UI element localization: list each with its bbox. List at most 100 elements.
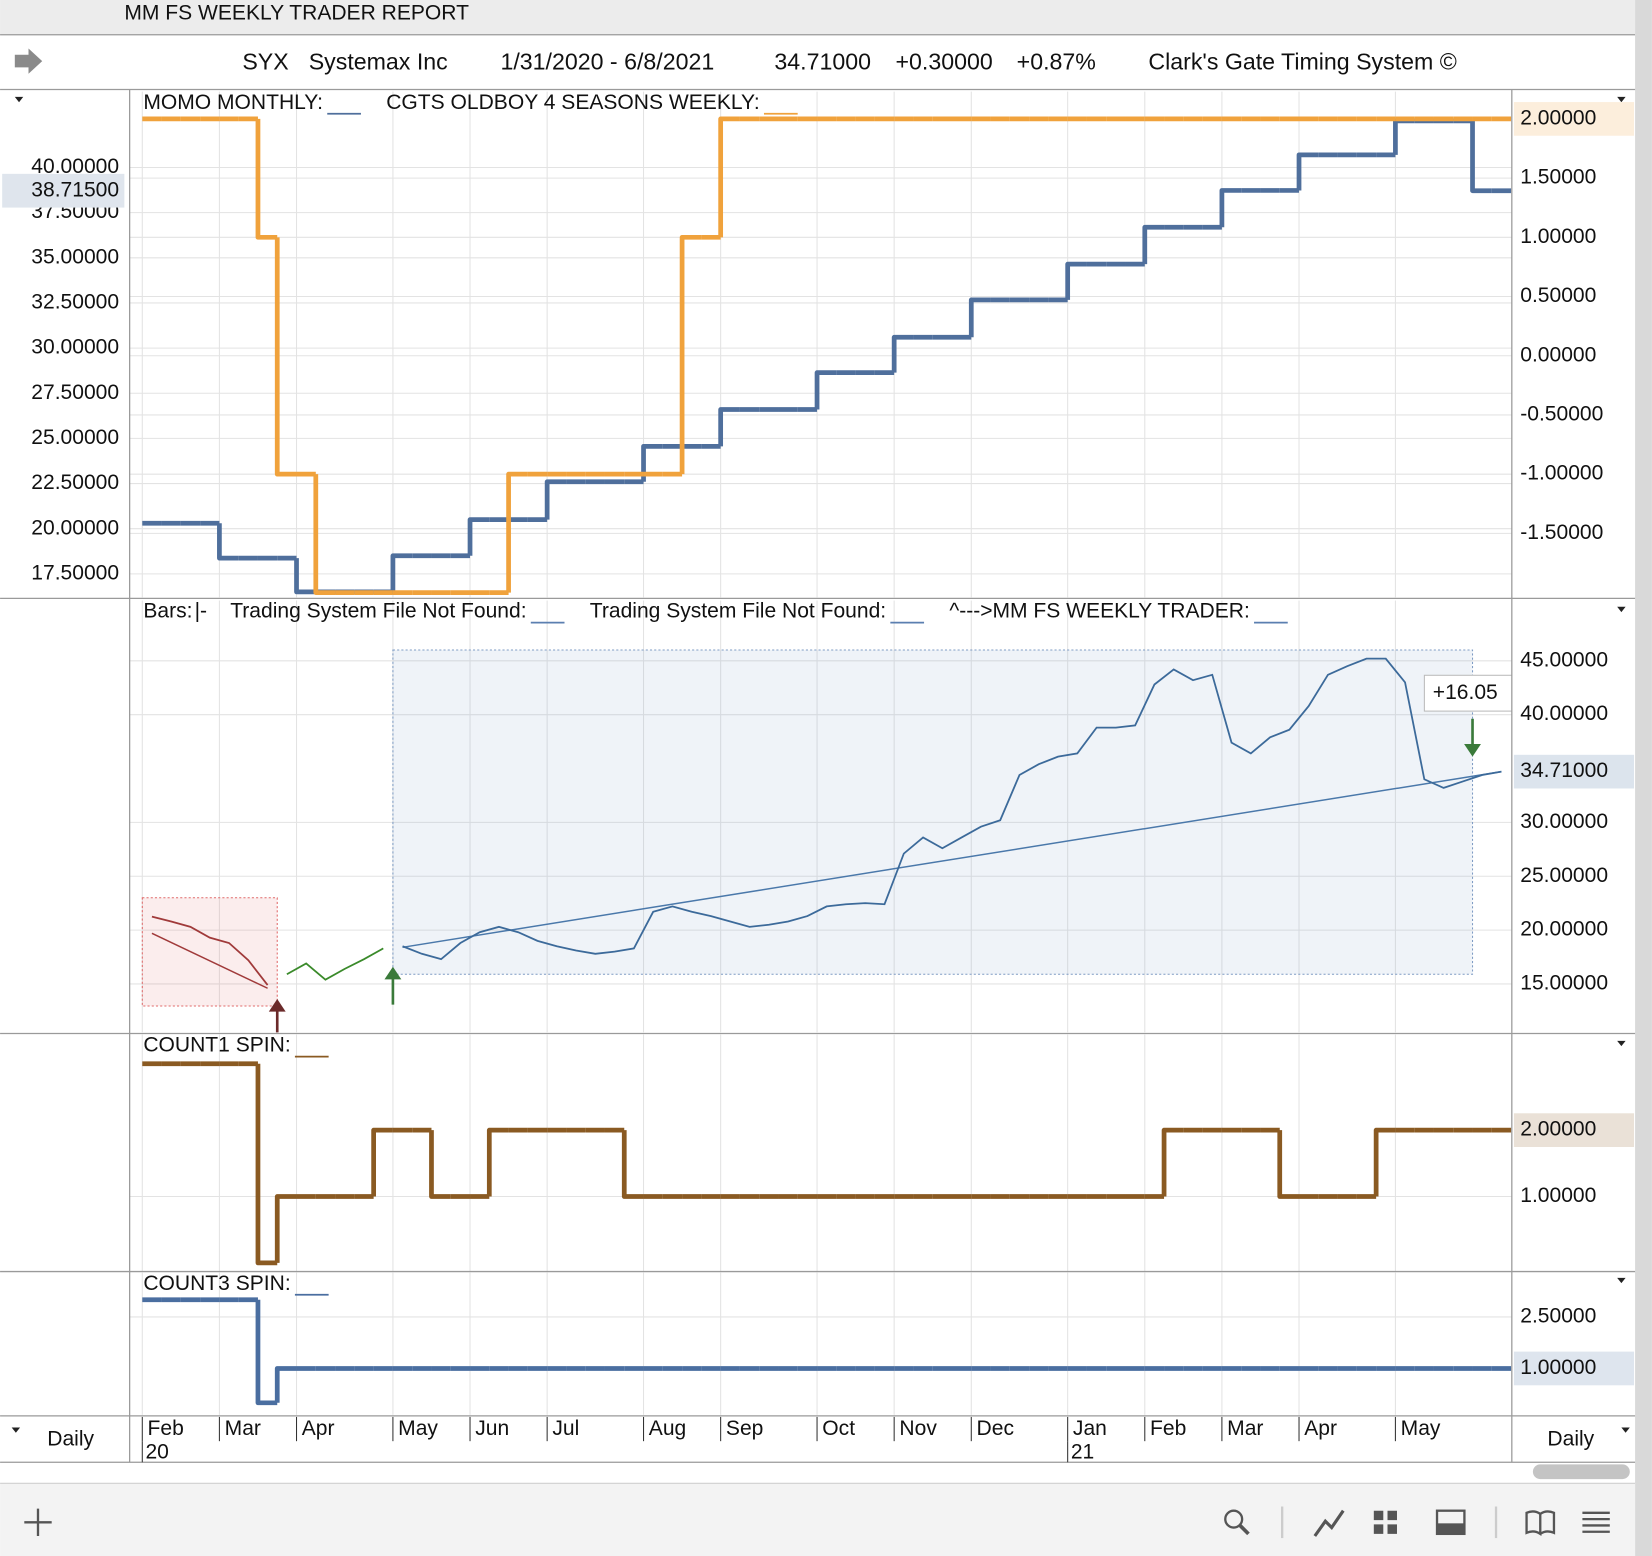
trend-line [402, 770, 1502, 949]
step-segment [390, 553, 413, 592]
pane-menu[interactable] [1617, 1277, 1626, 1284]
y-tick-label: 25.00000 [31, 426, 119, 449]
last-value-box [1513, 1351, 1635, 1386]
legend-label: MOMO MONTHLY: [143, 91, 323, 114]
legend-label: ^--->MM FS WEEKLY TRADER: [949, 600, 1249, 623]
step-segment [1219, 188, 1242, 228]
step-segment [1277, 1130, 1300, 1199]
range-box [392, 649, 1474, 975]
arrow-head [268, 999, 286, 1012]
price-line [286, 947, 384, 981]
step-segment [1296, 152, 1319, 191]
system-name: Clark's Gate Timing System © [1148, 48, 1456, 74]
list-icon[interactable] [1582, 1511, 1610, 1533]
step-segment [814, 370, 837, 410]
x-tick-label: Apr [302, 1417, 335, 1440]
period-menu[interactable] [11, 1427, 21, 1433]
arrow-head [1464, 744, 1481, 757]
step-segment [1373, 1127, 1396, 1197]
price-change: +0.30000 [896, 48, 993, 74]
title-bar [0, 0, 1636, 35]
step-segment [1065, 261, 1087, 300]
add-icon[interactable] [24, 1508, 52, 1536]
x-tick-label: Apr [1304, 1417, 1337, 1440]
x-tick-label: Oct [822, 1417, 855, 1440]
y-tick-label: 2.50000 [1520, 1304, 1596, 1327]
step-segment [891, 334, 914, 373]
search-handle [1238, 1524, 1250, 1536]
last-value-label: 38.71500 [31, 178, 119, 201]
chart-icon[interactable] [1313, 1509, 1345, 1537]
step-segment [255, 1299, 278, 1406]
price-change-pct: +0.87% [1017, 48, 1096, 74]
x-tick-label: Dec [977, 1417, 1014, 1440]
arrow-head [384, 966, 402, 980]
last-value-label: 2.00000 [1520, 1118, 1596, 1141]
pane-menu[interactable] [1617, 606, 1626, 613]
pane-menu[interactable] [1617, 96, 1626, 103]
pane-menu[interactable] [14, 96, 24, 103]
last-value-bg [1513, 754, 1635, 789]
toolbar [0, 1483, 1636, 1556]
last-value-box [1513, 754, 1635, 789]
step-segment [371, 1127, 393, 1197]
x-tick-label: Mar [1227, 1417, 1263, 1440]
y-tick-label: 22.50000 [31, 471, 119, 494]
book-icon[interactable] [1525, 1510, 1556, 1537]
step-segment [718, 116, 740, 238]
step-segment [255, 118, 278, 240]
pane-menu[interactable] [1617, 1040, 1626, 1047]
step-segment [217, 523, 239, 561]
signal-arrow [384, 966, 402, 1005]
step-segment [486, 1127, 509, 1197]
y-tick-label: -1.50000 [1520, 521, 1603, 544]
x-tick-label: Feb [1150, 1417, 1186, 1440]
grid-icon[interactable] [1373, 1510, 1397, 1534]
y-tick-label: 0.00000 [1520, 343, 1596, 366]
period-menu[interactable] [1621, 1427, 1630, 1433]
scrollbar[interactable] [1532, 1464, 1630, 1480]
range-box [141, 897, 278, 1007]
y-tick-label: 1.00000 [1520, 225, 1596, 248]
pane [142, 1297, 1512, 1406]
search-icon[interactable] [1224, 1509, 1244, 1529]
last-value-label: 2.00000 [1520, 106, 1596, 129]
x-tick-label: May [1401, 1417, 1441, 1440]
legend-label: Trading System File Not Found: [230, 600, 526, 623]
y-tick-label: 15.00000 [1520, 972, 1608, 995]
step-segment [1470, 120, 1492, 194]
period-left[interactable]: Daily [47, 1428, 94, 1451]
signal-arrow [268, 999, 286, 1033]
x-tick-label: Sep [726, 1417, 763, 1440]
x-tick-label: Mar [225, 1417, 261, 1440]
step-segment [313, 474, 336, 595]
signal-arrow [1464, 718, 1481, 757]
year-label: 20 [145, 1440, 168, 1463]
last-price: 34.71000 [774, 48, 871, 74]
x-tick-label: Jan [1073, 1417, 1107, 1440]
x-tick-label: Feb [148, 1417, 184, 1440]
y-tick-label: -0.50000 [1520, 403, 1603, 426]
period-right[interactable]: Daily [1547, 1428, 1594, 1451]
last-value-box [1513, 102, 1635, 136]
company-name: Systemax Inc [309, 48, 448, 74]
last-value-bg [2, 173, 125, 208]
y-tick-label: 17.50000 [31, 561, 119, 584]
window-title: MM FS WEEKLY TRADER REPORT [124, 1, 469, 24]
y-tick-label: 40.00000 [31, 155, 119, 178]
legend-label: CGTS OLDBOY 4 SEASONS WEEKLY: [386, 91, 760, 114]
y-tick-label: 32.50000 [31, 291, 119, 314]
step-segment [274, 237, 297, 477]
y-tick-label: 45.00000 [1520, 648, 1608, 671]
year-label: 21 [1071, 1440, 1094, 1463]
x-tick-label: Aug [649, 1417, 686, 1440]
annotation: +16.05 [1433, 681, 1498, 704]
nav-arrow-icon[interactable] [14, 48, 43, 74]
last-value-bg [1513, 102, 1635, 136]
y-tick-label: 1.00000 [1520, 1184, 1596, 1207]
step-segment [255, 1063, 278, 1266]
step-segment [718, 407, 740, 447]
pane [142, 116, 1512, 595]
plot-layer: +16.05 [141, 116, 1512, 1406]
